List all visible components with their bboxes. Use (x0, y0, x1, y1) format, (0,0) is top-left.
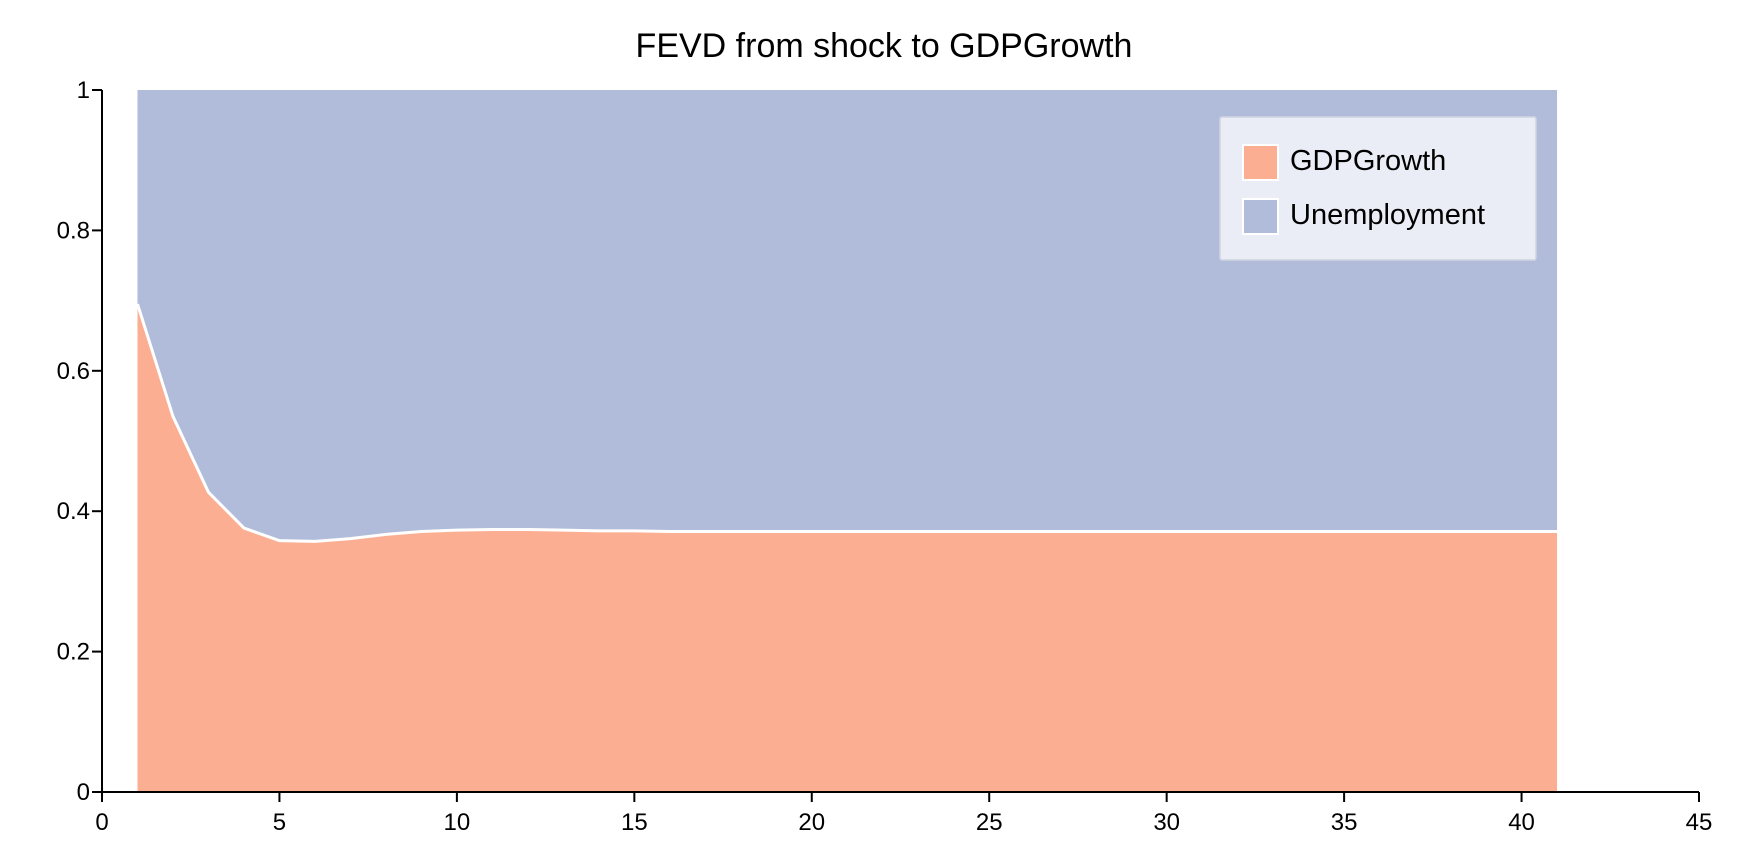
legend-swatch-unemployment[interactable] (1242, 198, 1279, 235)
x-tick-label: 10 (444, 809, 471, 836)
x-ticks: 0 5 10 15 20 25 30 35 40 45 (95, 792, 1712, 836)
chart-title: FEVD from shock to GDPGrowth (636, 27, 1133, 65)
y-tick-label: 0.4 (57, 498, 90, 525)
y-ticks: 0 0.2 0.4 0.6 0.8 1 (57, 77, 102, 806)
x-tick-label: 0 (95, 809, 108, 836)
x-tick-label: 35 (1331, 809, 1358, 836)
x-tick-label: 5 (273, 809, 286, 836)
x-tick-label: 30 (1153, 809, 1180, 836)
y-tick-label: 0.8 (57, 217, 90, 244)
x-tick-label: 25 (976, 809, 1003, 836)
plot-area (136, 90, 1558, 792)
x-tick-label: 15 (621, 809, 648, 836)
boundary-line-gdpgrowth (136, 303, 1558, 543)
y-tick-label: 0.2 (57, 639, 90, 666)
x-tick-label: 40 (1508, 809, 1535, 836)
legend-label-gdpgrowth: GDPGrowth (1290, 145, 1446, 177)
legend-swatch-gdpgrowth[interactable] (1242, 144, 1279, 181)
area-gdpgrowth[interactable] (137, 304, 1558, 792)
legend-label-unemployment: Unemployment (1290, 199, 1485, 231)
area-unemployment[interactable] (137, 90, 1558, 542)
x-tick-label: 20 (798, 809, 825, 836)
y-tick-label: 0 (77, 779, 90, 806)
x-tick-label: 45 (1686, 809, 1713, 836)
y-tick-label: 0.6 (57, 358, 90, 385)
legend-box (1219, 116, 1537, 261)
y-tick-label: 1 (77, 77, 90, 104)
legend: GDPGrowth Unemployment (1219, 116, 1537, 261)
